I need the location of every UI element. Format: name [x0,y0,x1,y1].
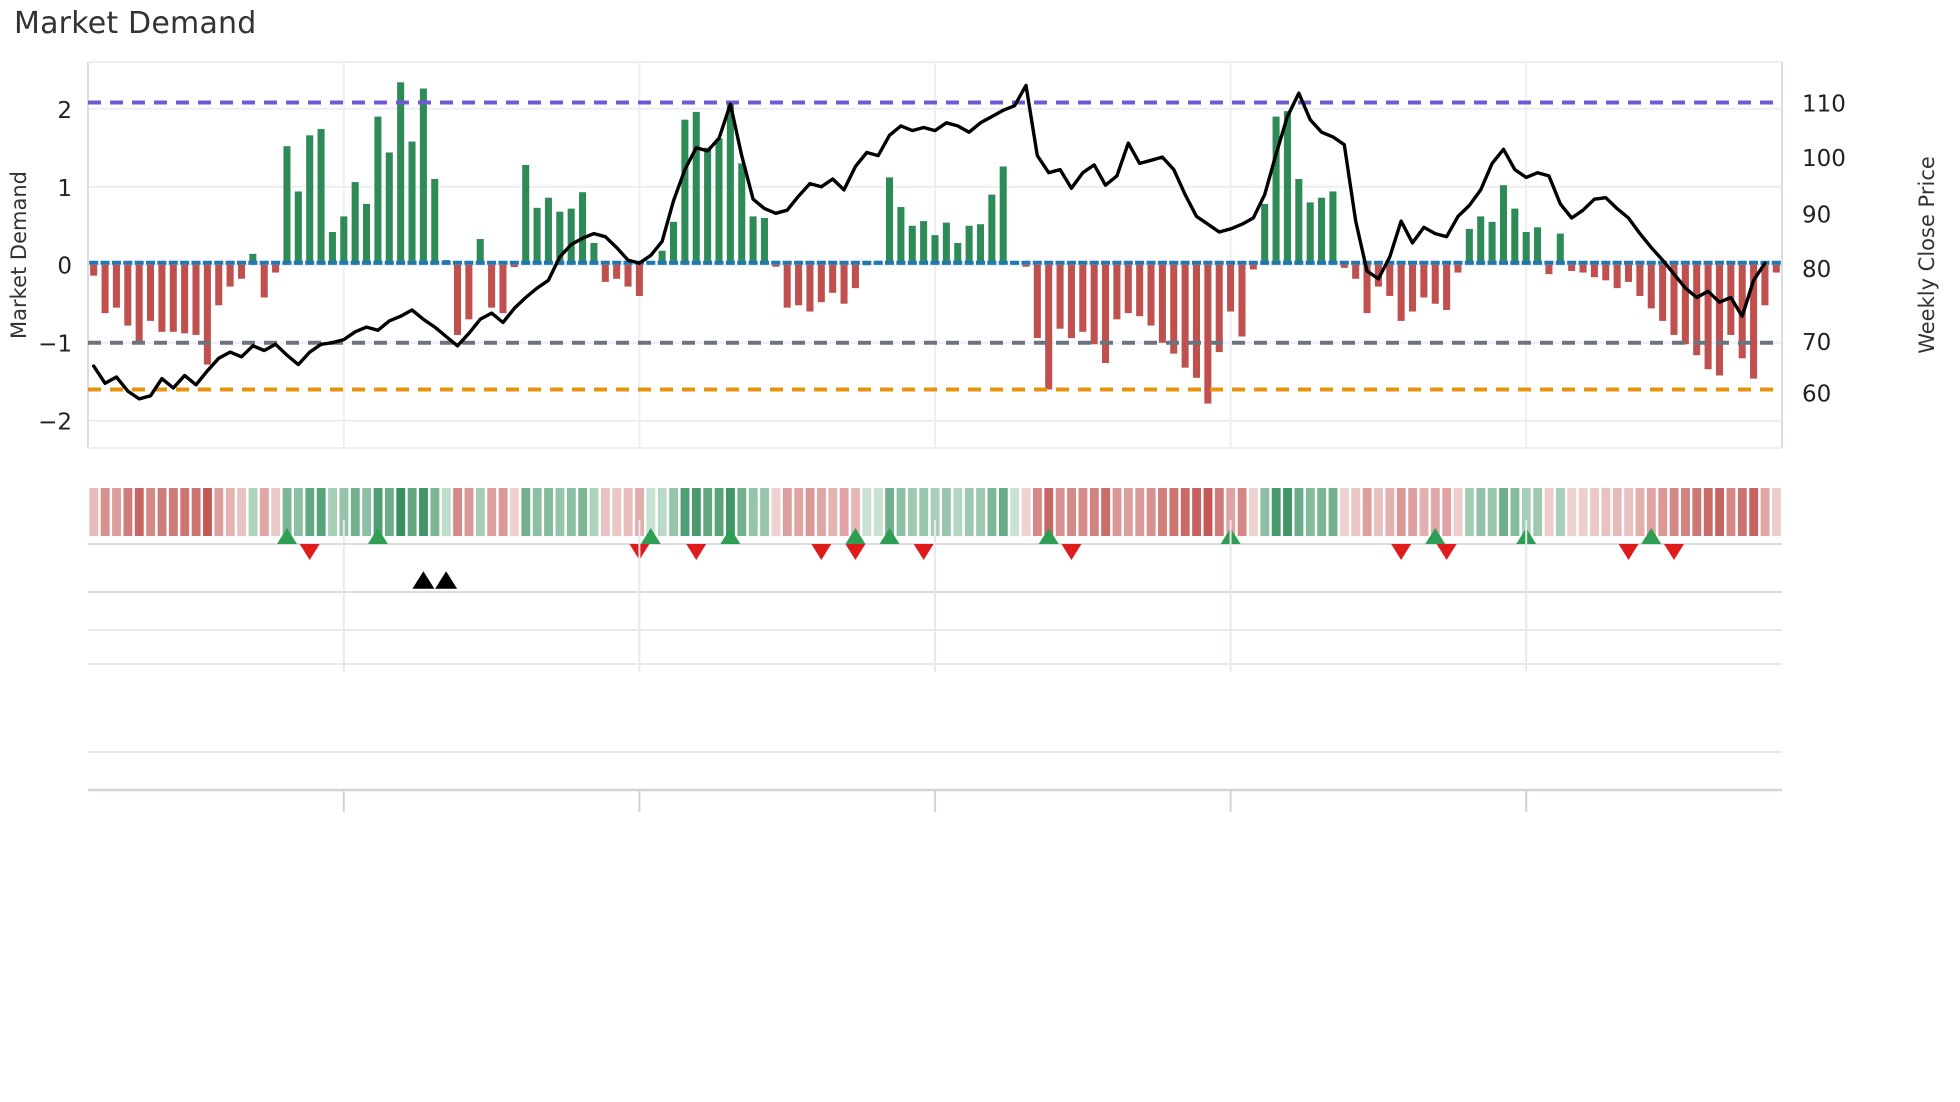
svg-text:1: 1 [57,176,72,202]
weekly-close-line [92,83,1767,401]
demand-heat-strip [89,488,1781,536]
axis-ticks: 2 1 0 −1 −2 Market Demand 110 100 90 80 70 60 Weekly… [7,92,1939,812]
svg-text:−1: −1 [38,332,72,358]
signal-markers [88,520,1782,672]
svg-text:Weekly Close Price: Weekly Close Price [1915,156,1939,354]
reference-lines [88,100,1782,392]
svg-text:0: 0 [57,254,72,280]
demand-bars [89,82,1781,404]
svg-text:110: 110 [1802,92,1846,118]
svg-text:2: 2 [57,98,72,124]
svg-text:70: 70 [1802,330,1831,356]
svg-text:90: 90 [1802,202,1831,228]
svg-text:−2: −2 [38,410,72,436]
svg-text:Market Demand: Market Demand [7,171,31,339]
svg-text:60: 60 [1802,382,1831,408]
svg-text:80: 80 [1802,257,1831,283]
page-title: Market Demand [14,6,257,41]
svg-text:100: 100 [1802,146,1846,172]
